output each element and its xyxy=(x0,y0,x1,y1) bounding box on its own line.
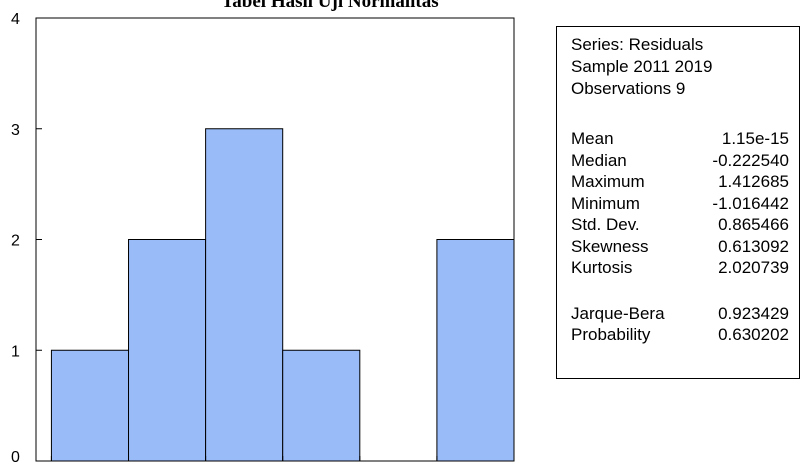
y-tick-label: 4 xyxy=(11,11,20,28)
histogram-bar xyxy=(205,128,284,462)
histogram-bar xyxy=(282,349,361,462)
stat-value: 0.630202 xyxy=(718,325,789,344)
stat-label: Probability xyxy=(571,325,651,344)
stat-value: -1.016442 xyxy=(712,193,789,213)
chart-title: Tabel Hasil Uji Normalitas xyxy=(221,0,439,12)
stats-header-text: Sample 2011 2019 xyxy=(571,57,713,76)
stat-label: Kurtosis xyxy=(571,258,633,277)
stat-label: Skewness xyxy=(571,236,649,256)
stats-header-text: Observations 9 xyxy=(571,79,686,98)
stat-label: Std. Dev. xyxy=(571,215,640,234)
stat-value: 1.412685 xyxy=(718,172,789,191)
stat-label: Median xyxy=(571,150,627,170)
stat-label: Mean xyxy=(571,129,614,148)
stat-value: 2.020739 xyxy=(718,258,789,277)
y-axis: 0 1 2 3 4 xyxy=(11,11,42,465)
y-tick-label: 2 xyxy=(11,233,20,250)
stat-label: Minimum xyxy=(571,193,640,213)
histogram-bar xyxy=(436,239,515,462)
stat-value: 0.613092 xyxy=(718,236,789,256)
stat-label: Maximum xyxy=(571,172,645,191)
stat-label: Jarque-Bera xyxy=(571,303,665,323)
stat-value: 1.15e-15 xyxy=(721,129,789,148)
statistics-panel: Series: Residuals Sample 2011 2019 Observa… xyxy=(556,26,800,379)
stat-value: 0.923429 xyxy=(718,303,789,323)
y-tick-label: 0 xyxy=(11,449,20,465)
stats-header-text: Series: Residuals xyxy=(571,35,704,54)
stat-value: 0.865466 xyxy=(718,215,789,234)
stat-value: -0.222540 xyxy=(712,150,789,170)
histogram-bar xyxy=(50,349,130,462)
histogram-bar xyxy=(128,239,207,462)
histogram-bars xyxy=(50,128,515,462)
y-tick-label: 1 xyxy=(11,343,20,360)
y-tick-label: 3 xyxy=(11,122,20,139)
